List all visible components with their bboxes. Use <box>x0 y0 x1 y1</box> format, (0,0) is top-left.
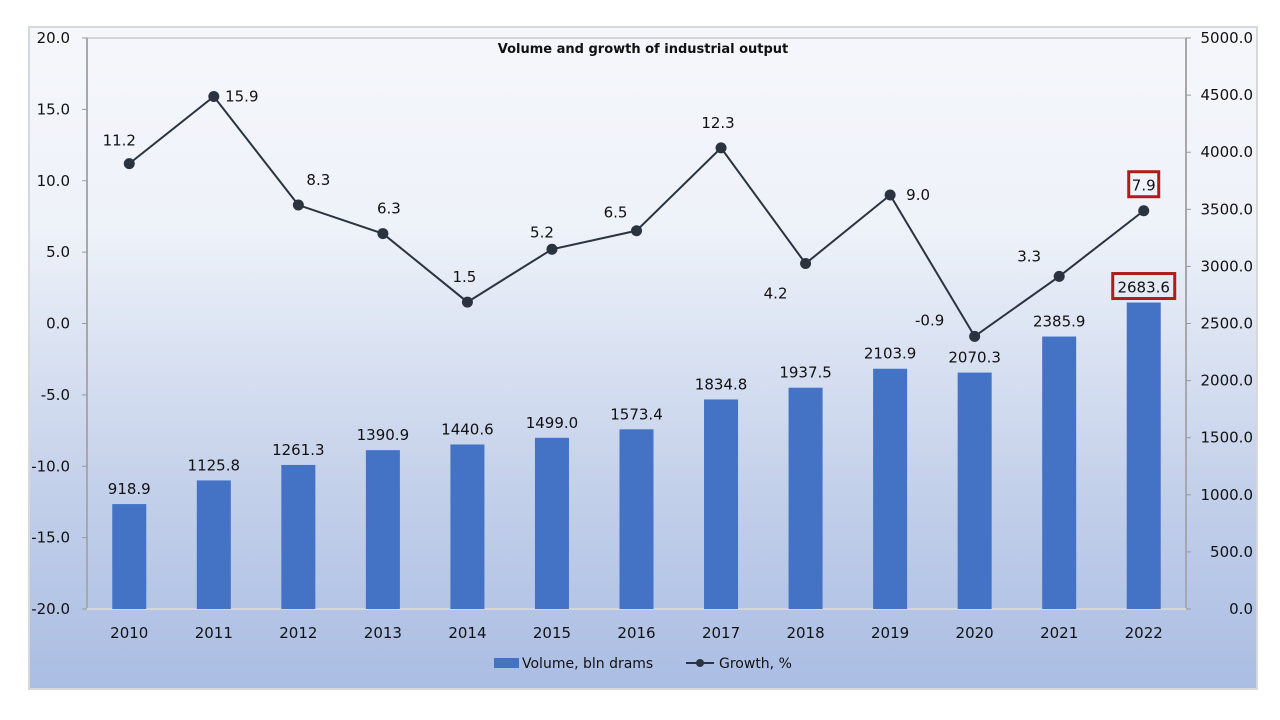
growth-marker <box>1053 270 1065 282</box>
highlight-box <box>1111 272 1177 301</box>
right-tick-label: 3000.0 <box>1201 257 1254 275</box>
growth-line <box>128 95 1145 338</box>
bar-value-label: 2070.3 <box>948 349 1001 367</box>
x-tick-label: 2011 <box>195 624 233 642</box>
x-tick-label: 2014 <box>448 624 486 642</box>
x-tick-label: 2013 <box>364 624 402 642</box>
x-tick-label: 2020 <box>956 624 994 642</box>
x-tick-label: 2017 <box>702 624 740 642</box>
right-tick-label: 3500.0 <box>1201 200 1254 218</box>
bar-value-label: 1261.3 <box>272 441 325 459</box>
chart-title: Volume and growth of industrial output <box>498 42 789 57</box>
x-tick-label: 2021 <box>1040 624 1078 642</box>
growth-marker <box>123 158 135 170</box>
legend: Volume, bln drams Growth, % <box>494 656 792 672</box>
growth-value-label: -0.9 <box>915 311 944 329</box>
x-tick-label: 2015 <box>533 624 571 642</box>
right-tick-label: 0.0 <box>1229 600 1253 618</box>
growth-value-label: 4.2 <box>764 285 788 303</box>
growth-marker <box>1138 205 1150 217</box>
growth-marker <box>969 330 981 342</box>
growth-marker <box>800 258 812 270</box>
bar-value-label: 1125.8 <box>188 456 241 474</box>
left-tick-label: 20.0 <box>37 29 70 47</box>
growth-marker <box>377 228 389 240</box>
growth-value-label: 12.3 <box>701 114 734 132</box>
growth-value-label: 6.5 <box>604 204 628 222</box>
bar <box>1042 336 1077 609</box>
x-tick-label: 2010 <box>110 624 148 642</box>
growth-value-label: 1.5 <box>452 268 476 286</box>
bar <box>112 504 147 609</box>
right-tick-label: 500.0 <box>1210 543 1253 561</box>
bar-value-label: 918.9 <box>108 480 151 498</box>
bar-value-label: 1937.5 <box>779 364 832 382</box>
x-tick-label: 2019 <box>871 624 909 642</box>
growth-marker <box>546 243 558 255</box>
bar <box>704 399 739 609</box>
bar-value-label: 1440.6 <box>441 420 494 438</box>
growth-marker <box>208 91 220 103</box>
left-tick-label: 15.0 <box>37 100 70 118</box>
bar-value-label: 1390.9 <box>357 426 410 444</box>
right-tick-label: 2000.0 <box>1201 372 1254 390</box>
right-tick-label: 1500.0 <box>1201 429 1254 447</box>
growth-value-label: 7.9 <box>1132 177 1156 195</box>
bar <box>619 429 654 609</box>
left-tick-label: 10.0 <box>37 172 70 190</box>
bar-value-label: 1834.8 <box>695 375 748 393</box>
growth-value-label: 9.0 <box>906 186 930 204</box>
bar <box>450 444 485 609</box>
right-tick-label: 4500.0 <box>1201 86 1254 104</box>
x-tick-label: 2012 <box>279 624 317 642</box>
left-tick-label: -5.0 <box>41 386 70 404</box>
right-tick-label: 2500.0 <box>1201 315 1254 333</box>
growth-value-label: 11.2 <box>103 132 136 150</box>
bar-value-label: 2385.9 <box>1033 313 1086 331</box>
legend-marker-growth <box>696 659 704 667</box>
x-tick-label: 2018 <box>786 624 824 642</box>
growth-value-label: 3.3 <box>1017 247 1041 265</box>
bar <box>873 368 908 609</box>
growth-value-label: 5.2 <box>530 223 554 241</box>
growth-marker <box>715 142 727 154</box>
growth-value-label: 15.9 <box>225 88 258 106</box>
right-tick-label: 4000.0 <box>1201 143 1254 161</box>
bar-value-label: 2103.9 <box>864 345 917 363</box>
legend-label-growth: Growth, % <box>719 656 792 672</box>
bar-value-label: 1499.0 <box>526 414 579 432</box>
left-tick-label: -20.0 <box>31 600 70 618</box>
x-tick-label: 2022 <box>1125 624 1163 642</box>
bar <box>788 387 823 609</box>
legend-swatch-volume <box>494 658 519 668</box>
left-tick-label: 5.0 <box>46 243 70 261</box>
bar <box>281 464 316 609</box>
left-tick-label: 0.0 <box>46 315 70 333</box>
right-tick-label: 5000.0 <box>1201 29 1254 47</box>
x-tick-label: 2016 <box>617 624 655 642</box>
growth-marker <box>292 199 304 211</box>
growth-value-label: 6.3 <box>377 200 401 218</box>
legend-label-volume: Volume, bln drams <box>522 656 653 672</box>
bar-value-label: 2683.6 <box>1117 279 1170 297</box>
left-tick-label: -10.0 <box>31 457 70 475</box>
bar-value-label: 1573.4 <box>610 405 663 423</box>
bar <box>365 450 400 609</box>
growth-marker <box>631 225 642 237</box>
bar <box>196 480 231 609</box>
bar <box>534 437 569 609</box>
highlight-box <box>1127 170 1161 199</box>
left-tick-label: -15.0 <box>31 529 70 547</box>
bar <box>1126 302 1161 609</box>
growth-value-label: 8.3 <box>306 171 330 189</box>
right-tick-label: 1000.0 <box>1201 486 1254 504</box>
growth-marker <box>461 296 473 308</box>
growth-marker <box>884 189 896 201</box>
bar <box>957 372 992 609</box>
